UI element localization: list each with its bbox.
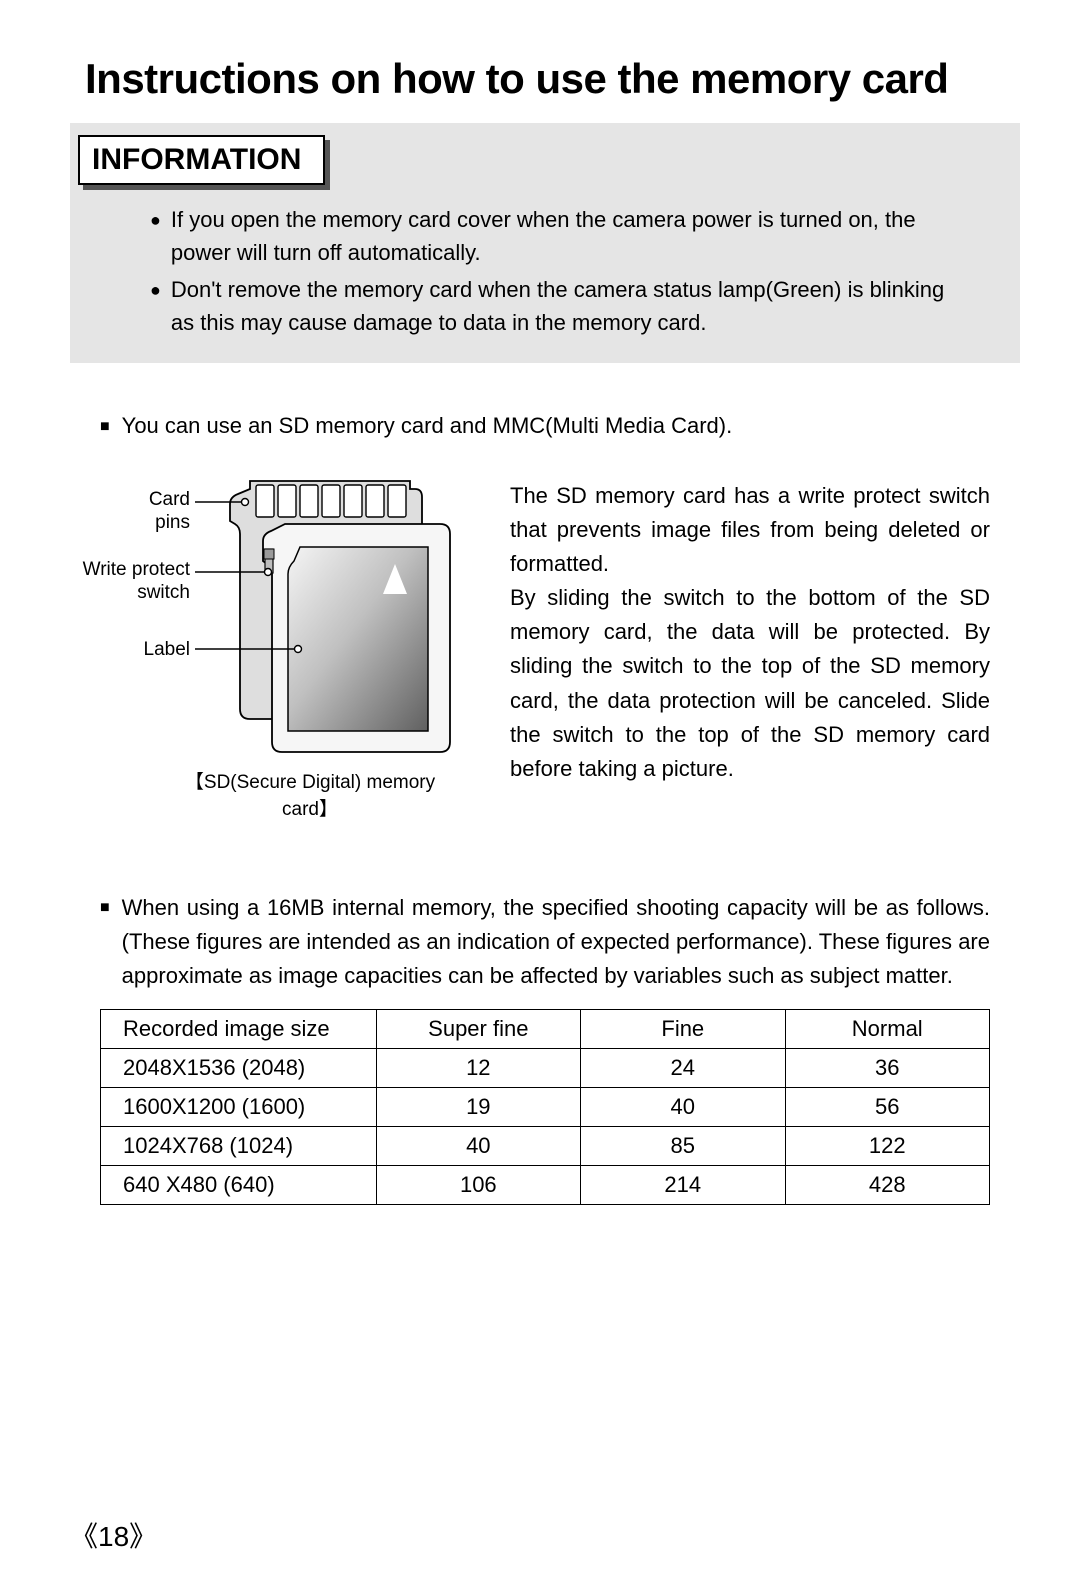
sd-card-diagram: Card pins Write protect switch Label xyxy=(70,479,480,759)
table-cell: 12 xyxy=(376,1049,580,1088)
info-list: ● If you open the memory card cover when… xyxy=(70,203,1020,339)
ornament-left-icon: 《 xyxy=(70,1522,98,1553)
capacity-table: Recorded image size Super fine Fine Norm… xyxy=(100,1009,990,1205)
description-paragraph: The SD memory card has a write protect s… xyxy=(510,479,990,786)
table-header-cell: Super fine xyxy=(376,1010,580,1049)
sd-card-svg xyxy=(70,479,480,759)
bracket-left-icon: 【 xyxy=(185,772,204,793)
info-item: ● Don't remove the memory card when the … xyxy=(150,273,950,339)
sd-note-text: You can use an SD memory card and MMC(Mu… xyxy=(122,413,733,439)
table-header-row: Recorded image size Super fine Fine Norm… xyxy=(101,1010,990,1049)
table-header-cell: Normal xyxy=(785,1010,989,1049)
table-cell: 1600X1200 (1600) xyxy=(101,1088,377,1127)
table-cell: 56 xyxy=(785,1088,989,1127)
page-number-value: 18 xyxy=(98,1521,129,1552)
square-bullet-icon: ■ xyxy=(100,418,110,439)
diagram-caption: 【SD(Secure Digital) memory card】 xyxy=(180,767,440,821)
table-header-cell: Fine xyxy=(581,1010,785,1049)
table-cell: 40 xyxy=(581,1088,785,1127)
info-item: ● If you open the memory card cover when… xyxy=(150,203,950,269)
table-row: 1024X768 (1024) 40 85 122 xyxy=(101,1127,990,1166)
table-cell: 2048X1536 (2048) xyxy=(101,1049,377,1088)
diagram-column: Card pins Write protect switch Label xyxy=(70,479,480,821)
table-header-cell: Recorded image size xyxy=(101,1010,377,1049)
table-cell: 640 X480 (640) xyxy=(101,1166,377,1205)
info-item-text: If you open the memory card cover when t… xyxy=(171,203,950,269)
diagram-label-pins: Card pins xyxy=(149,489,190,535)
description-column: The SD memory card has a write protect s… xyxy=(480,479,990,821)
table-cell: 40 xyxy=(376,1127,580,1166)
sd-note: ■ You can use an SD memory card and MMC(… xyxy=(70,413,1020,439)
ornament-right-icon: 》 xyxy=(129,1522,157,1553)
bracket-right-icon: 】 xyxy=(319,799,338,820)
bullet-icon: ● xyxy=(150,277,161,339)
table-cell: 85 xyxy=(581,1127,785,1166)
manual-page: Instructions on how to use the memory ca… xyxy=(0,0,1080,1585)
diagram-label-label: Label xyxy=(144,639,191,662)
diagram-label-switch: Write protect switch xyxy=(83,559,190,605)
capacity-note-text: When using a 16MB internal memory, the s… xyxy=(122,891,990,993)
table-cell: 1024X768 (1024) xyxy=(101,1127,377,1166)
table-row: 1600X1200 (1600) 19 40 56 xyxy=(101,1088,990,1127)
info-header-wrap: INFORMATION xyxy=(78,135,325,185)
information-box: INFORMATION ● If you open the memory car… xyxy=(70,123,1020,363)
table-cell: 106 xyxy=(376,1166,580,1205)
info-header: INFORMATION xyxy=(78,135,325,185)
page-title: Instructions on how to use the memory ca… xyxy=(85,55,1020,103)
table-row: 2048X1536 (2048) 12 24 36 xyxy=(101,1049,990,1088)
table-cell: 36 xyxy=(785,1049,989,1088)
page-number: 《18》 xyxy=(70,1515,157,1555)
square-bullet-icon: ■ xyxy=(100,896,110,993)
table-cell: 428 xyxy=(785,1166,989,1205)
table-row: 640 X480 (640) 106 214 428 xyxy=(101,1166,990,1205)
table-cell: 24 xyxy=(581,1049,785,1088)
diagram-row: Card pins Write protect switch Label xyxy=(70,479,1020,821)
table-cell: 122 xyxy=(785,1127,989,1166)
capacity-note: ■ When using a 16MB internal memory, the… xyxy=(70,891,1020,993)
info-item-text: Don't remove the memory card when the ca… xyxy=(171,273,950,339)
table-cell: 19 xyxy=(376,1088,580,1127)
table-cell: 214 xyxy=(581,1166,785,1205)
bullet-icon: ● xyxy=(150,207,161,269)
